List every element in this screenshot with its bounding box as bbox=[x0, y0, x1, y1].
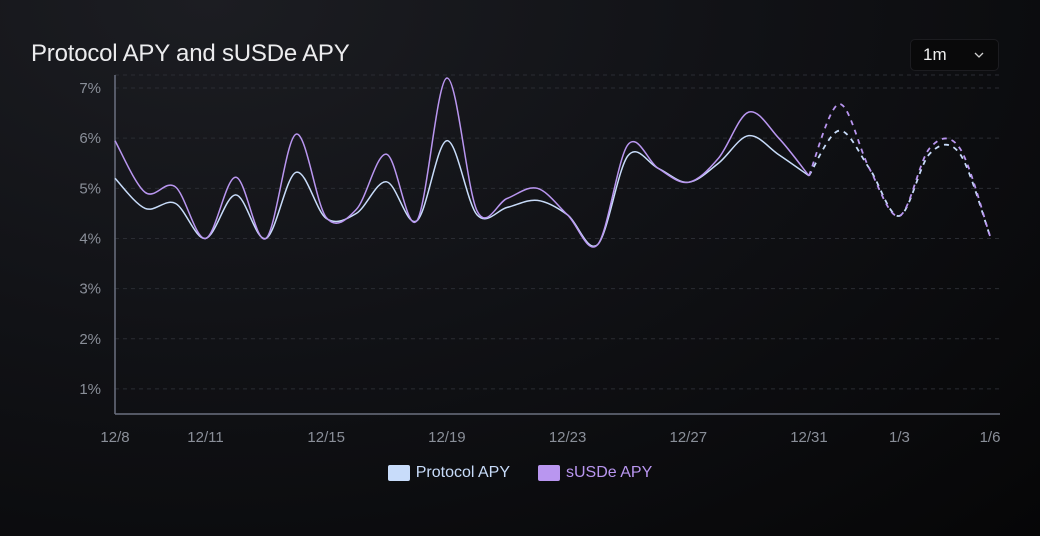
y-tick-label: 5% bbox=[79, 180, 101, 197]
y-tick-label: 6% bbox=[79, 130, 101, 147]
series-projection-protocol bbox=[808, 129, 991, 237]
x-tick-label: 12/23 bbox=[549, 429, 587, 446]
x-tick-label: 1/6 bbox=[980, 429, 1001, 446]
x-tick-label: 12/31 bbox=[790, 429, 828, 446]
legend-item-protocol-apy[interactable]: Protocol APY bbox=[387, 464, 510, 482]
chart-title: Protocol APY and sUSDe APY bbox=[31, 40, 350, 67]
y-tick-label: 7% bbox=[79, 80, 101, 97]
legend: Protocol APY sUSDe APY bbox=[0, 464, 1040, 482]
legend-label: sUSDe APY bbox=[566, 464, 653, 481]
legend-item-susde-apy[interactable]: sUSDe APY bbox=[538, 464, 652, 482]
y-tick-label: 4% bbox=[79, 230, 101, 247]
range-select-value: 1m bbox=[923, 45, 947, 64]
series-line-protocol bbox=[114, 134, 810, 248]
x-tick-label: 12/15 bbox=[307, 429, 345, 446]
x-tick-label: 1/3 bbox=[889, 429, 910, 446]
x-tick-label: 12/11 bbox=[187, 429, 223, 446]
x-tick-label: 12/27 bbox=[670, 429, 708, 446]
x-tick-label: 12/19 bbox=[428, 429, 466, 446]
series-line-susde bbox=[114, 77, 810, 248]
range-select[interactable]: 1m bbox=[910, 39, 999, 71]
series-projection-susde bbox=[808, 103, 991, 237]
y-tick-label: 1% bbox=[79, 381, 101, 398]
legend-swatch-protocol bbox=[387, 465, 410, 481]
y-tick-label: 3% bbox=[79, 281, 101, 298]
chevron-down-icon bbox=[974, 52, 984, 58]
legend-label: Protocol APY bbox=[415, 464, 510, 481]
y-tick-label: 2% bbox=[79, 331, 101, 348]
legend-swatch-susde bbox=[538, 465, 560, 481]
x-tick-label: 12/8 bbox=[100, 429, 129, 446]
